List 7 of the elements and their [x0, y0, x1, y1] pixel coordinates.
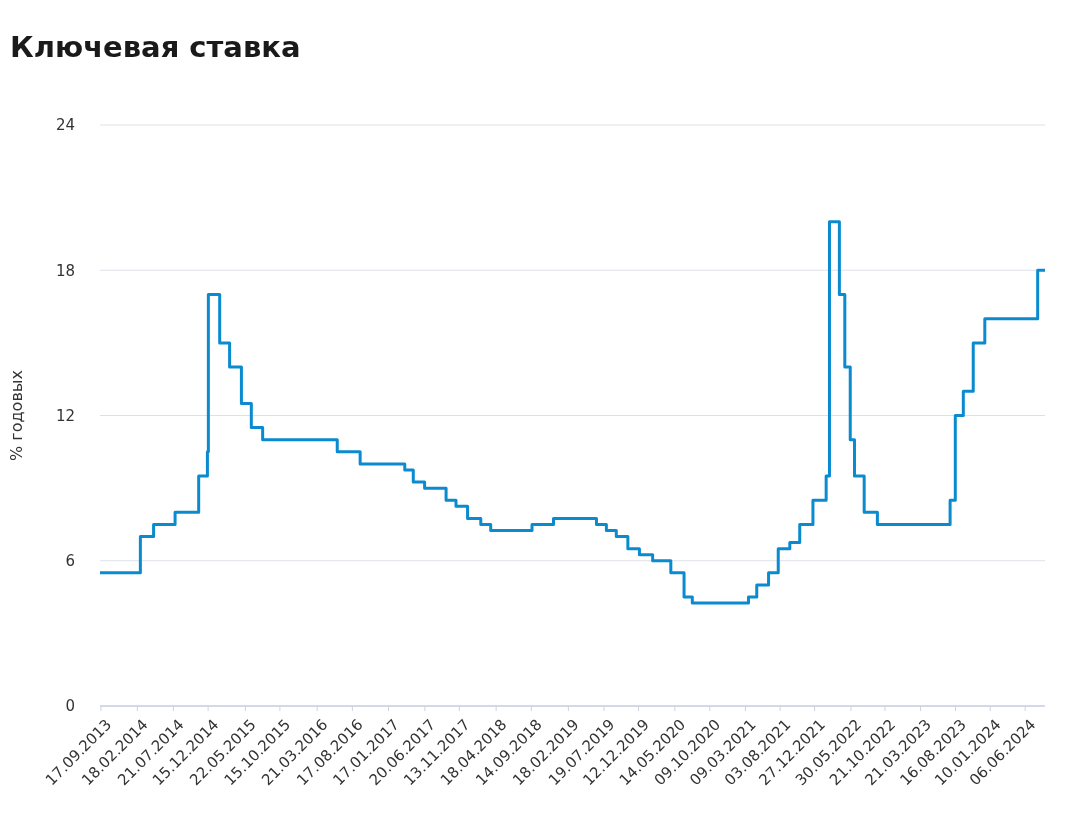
y-tick-label: 24 — [55, 116, 75, 135]
y-tick-label: 18 — [55, 261, 75, 280]
y-tick-label: 0 — [65, 697, 75, 716]
y-tick-label: 6 — [65, 552, 75, 570]
y-tick-label: 12 — [55, 406, 75, 425]
chart-title: Ключевая ставка — [10, 30, 301, 64]
y-axis-title: % годовых — [7, 370, 26, 461]
